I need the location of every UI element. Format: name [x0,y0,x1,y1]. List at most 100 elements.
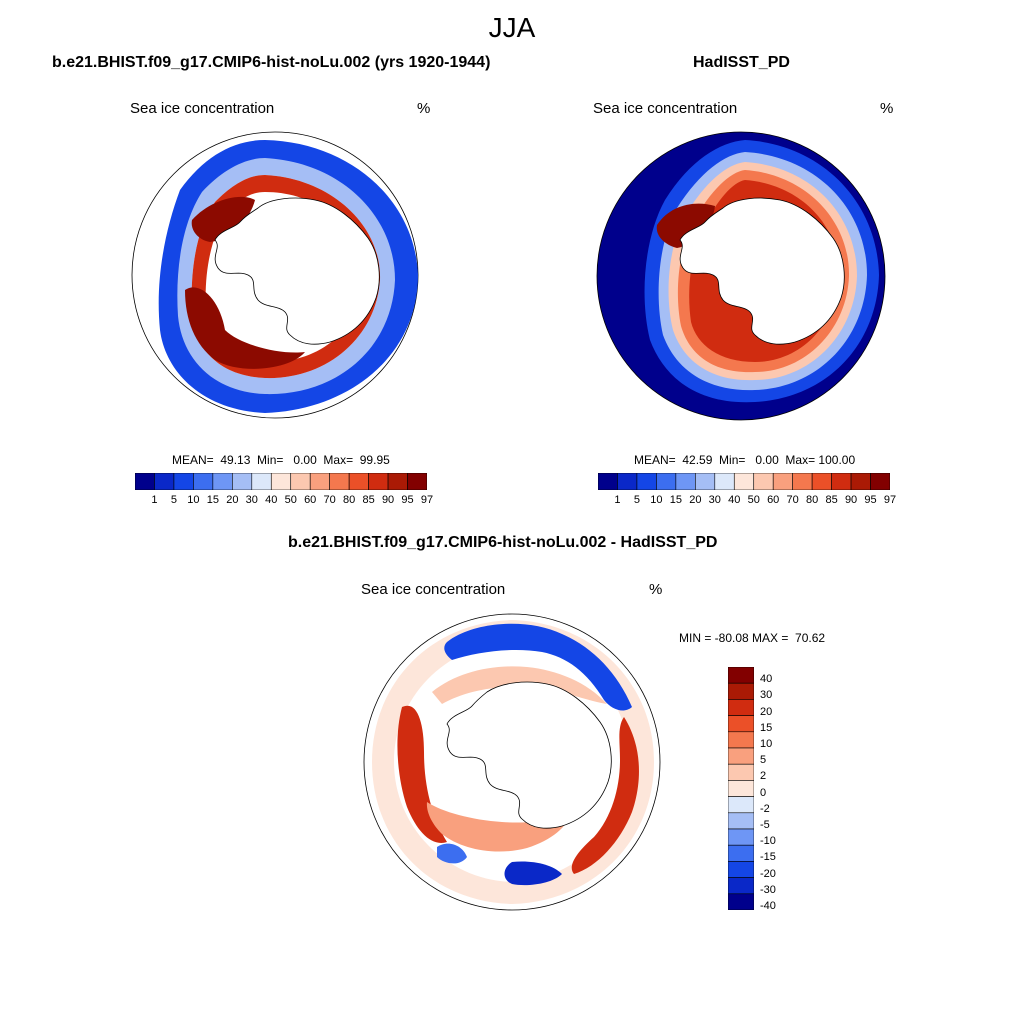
panel3-colorbar [728,667,754,910]
colorbar-swatch [753,473,774,490]
colorbar-swatch [728,763,754,781]
colorbar-tick-label: 5 [633,494,640,506]
colorbar-swatch [728,796,754,814]
panel1-stats: MEAN= 49.13 Min= 0.00 Max= 99.95 [172,453,390,467]
colorbar-swatch [728,861,754,878]
colorbar-tick-label: -10 [760,835,776,848]
colorbar-tick-label: -2 [760,802,770,815]
colorbar-tick-label: 20 [760,705,773,718]
panel3-title: b.e21.BHIST.f09_g17.CMIP6-hist-noLu.002 … [288,534,718,551]
colorbar-tick-label: 60 [767,494,780,506]
colorbar-tick-label: -30 [760,883,776,896]
colorbar-tick-label: 70 [786,494,799,506]
colorbar-swatch [290,473,311,490]
panel2-title: HadISST_PD [693,54,790,71]
colorbar-swatch [728,682,754,700]
colorbar-tick-label: 70 [323,494,336,506]
colorbar-swatch [728,667,754,684]
colorbar-swatch [728,731,754,749]
colorbar-tick-label: -20 [760,867,776,880]
colorbar-swatch [407,473,427,490]
colorbar-swatch [728,844,754,862]
colorbar-tick-label: 50 [747,494,760,506]
panel3-diff-light-red-south [426,802,572,852]
colorbar-swatch [309,473,330,490]
panel3-diff-red-east [571,717,639,874]
colorbar-tick-label: 30 [708,494,721,506]
panel3-stats: MIN = -80.08 MAX = 70.62 [679,631,826,645]
colorbar-swatch [636,473,657,490]
panel3-diff-blue-south [504,861,562,886]
panel2-polar-map [596,131,886,421]
panel3-colorbar-labels: 40 30 20 15 10 5 2 0 -2 -5 -10 -15 -20 -30 -40 [760,667,800,912]
colorbar-swatch [329,473,350,490]
colorbar-tick-label: 90 [844,494,858,506]
colorbar-swatch [728,828,754,846]
panel1-antarctica [214,197,380,345]
panel1-title: b.e21.BHIST.f09_g17.CMIP6-hist-noLu.002 … [52,54,491,71]
panel3-variable-label: Sea ice concentration [361,581,506,598]
colorbar-swatch [850,473,871,490]
panel1-ice-dark-core [191,196,255,242]
colorbar-tick-label: 15 [669,494,682,506]
colorbar-tick-label: -40 [760,900,776,912]
colorbar-swatch [728,812,754,830]
colorbar-swatch [733,473,755,490]
colorbar-swatch [831,473,852,490]
panel1-colorbar [135,473,427,490]
colorbar-tick-label: 1 [151,494,158,506]
colorbar-tick-label: 20 [689,494,702,506]
colorbar-tick-label: 80 [343,494,356,506]
colorbar-tick-label: 40 [760,673,773,686]
colorbar-tick-label: 50 [284,494,297,506]
colorbar-tick-label: 40 [728,494,741,506]
colorbar-swatch [270,473,292,490]
colorbar-swatch [212,473,233,490]
colorbar-tick-label: 97 [420,494,434,506]
main-title: JJA [488,12,536,43]
colorbar-swatch [232,473,253,490]
panel2-antarctica [679,197,845,345]
colorbar-swatch [675,473,696,490]
colorbar-tick-label: -5 [760,819,770,831]
colorbar-tick-label: 1 [614,494,621,506]
colorbar-swatch [135,473,155,490]
panel2-colorbar [598,473,890,490]
colorbar-tick-label: 10 [187,494,200,506]
colorbar-tick-label: 0 [760,786,767,799]
colorbar-tick-label: 20 [226,494,239,506]
colorbar-swatch [348,473,369,490]
colorbar-swatch [728,780,754,797]
colorbar-swatch [728,715,754,733]
panel3-antarctica [446,681,612,829]
colorbar-tick-label: 10 [650,494,663,506]
panel1-units-label: % [417,100,431,117]
colorbar-tick-label: 15 [206,494,219,506]
colorbar-tick-label: 30 [245,494,258,506]
panel3-polar-map [363,613,661,911]
colorbar-swatch [870,473,890,490]
colorbar-swatch [811,473,832,490]
panel3-diff-blue-sw [437,843,467,864]
colorbar-tick-label: 40 [265,494,278,506]
panel3-diff-red-west [397,705,447,843]
colorbar-tick-label: 90 [381,494,395,506]
colorbar-tick-label: 15 [760,721,773,734]
colorbar-tick-label: -15 [760,851,776,864]
colorbar-tick-label: 97 [883,494,897,506]
colorbar-swatch [173,473,194,490]
colorbar-swatch [154,473,175,490]
colorbar-swatch [728,877,754,895]
colorbar-tick-label: 60 [304,494,317,506]
colorbar-swatch [598,473,618,490]
colorbar-tick-label: 85 [362,494,375,506]
colorbar-swatch [792,473,813,490]
panel2-colorbar-labels: 1 5 10 15 20 30 40 50 60 70 80 85 90 95 97 [598,494,896,508]
panel3-diff-blue-north [444,623,632,711]
panel2-stats: MEAN= 42.59 Min= 0.00 Max= 100.00 [634,453,856,467]
panel1-colorbar-labels: 1 5 10 15 20 30 40 50 60 70 80 85 90 95 97 [135,494,433,508]
colorbar-tick-label: 95 [401,494,414,506]
panel1-polar-map [131,131,419,419]
colorbar-swatch [695,473,716,490]
panel2-ice-darkest [656,203,715,248]
